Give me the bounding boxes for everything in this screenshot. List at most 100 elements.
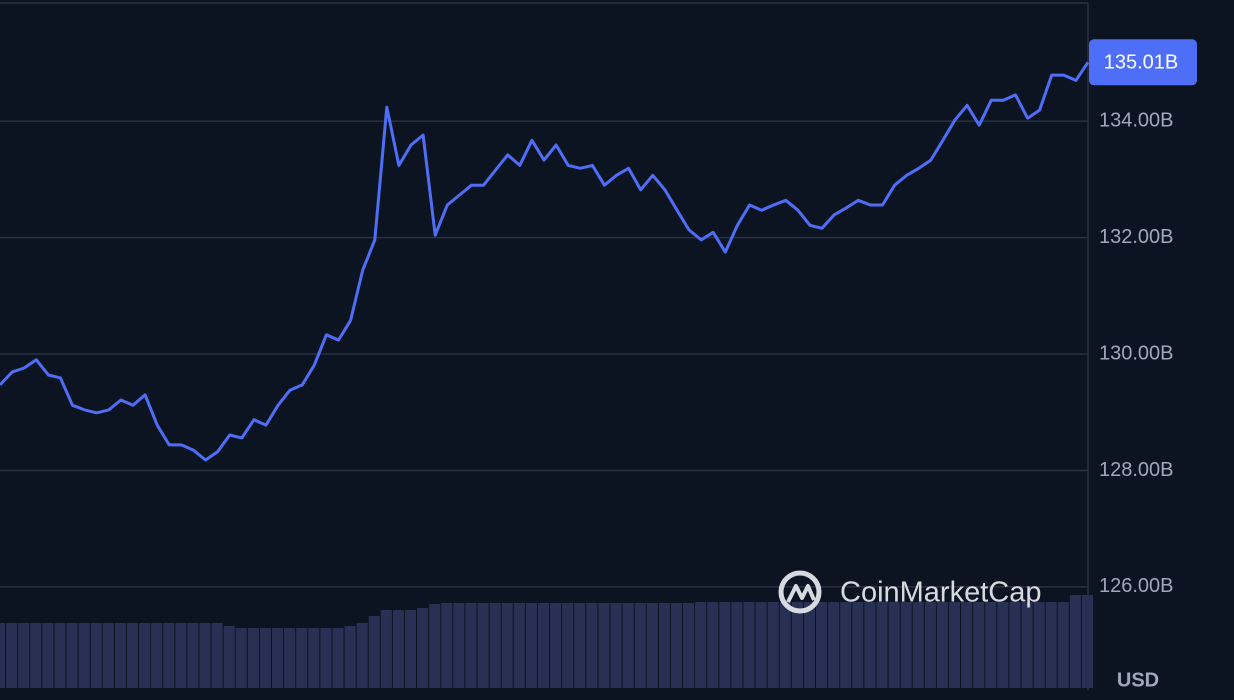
volume-bar (1009, 602, 1021, 688)
volume-bar (550, 603, 562, 688)
volume-bar (199, 623, 211, 688)
volume-bar (344, 626, 356, 688)
y-tick-label: 134.00B (1099, 109, 1174, 131)
volume-bar (1081, 595, 1094, 688)
volume-bar (719, 602, 731, 688)
y-tick-label: 126.00B (1099, 575, 1174, 597)
volume-bar (586, 603, 598, 688)
volume-bar (707, 602, 719, 688)
volume-bar (876, 602, 888, 688)
volume-bar (1069, 595, 1081, 688)
volume-bar (574, 603, 586, 688)
volume-bar (332, 628, 344, 688)
volume-bar (392, 610, 404, 688)
volume-bar (912, 602, 924, 688)
volume-bar (151, 623, 163, 688)
volume-bar (223, 626, 235, 688)
volume-bar (42, 623, 54, 688)
volume-bar (6, 623, 18, 688)
volume-bar (235, 628, 247, 688)
volume-bar (1033, 602, 1045, 688)
volume-bar (259, 628, 271, 688)
volume-bar (78, 623, 90, 688)
current-value-label: 135.01B (1104, 52, 1179, 74)
volume-bar (139, 623, 151, 688)
volume-bar (284, 628, 296, 688)
volume-bar (513, 603, 525, 688)
volume-bar (888, 602, 900, 688)
volume-layer (0, 595, 1094, 688)
volume-bar (368, 616, 380, 688)
volume-bar (0, 623, 6, 688)
volume-bar (767, 602, 779, 688)
volume-bar (936, 602, 948, 688)
volume-bar (646, 603, 658, 688)
volume-bar (175, 623, 187, 688)
volume-bar (852, 602, 864, 688)
volume-bar (985, 602, 997, 688)
volume-bar (18, 623, 30, 688)
volume-bar (163, 623, 175, 688)
volume-bar (695, 602, 707, 688)
volume-bar (683, 603, 695, 688)
volume-bar (126, 623, 139, 688)
volume-bar (525, 603, 537, 688)
watermark-logo (786, 584, 816, 603)
volume-bar (948, 602, 961, 688)
volume-bar (501, 603, 513, 688)
volume-bar (779, 602, 791, 688)
volume-bar (489, 603, 501, 688)
volume-bar (961, 602, 973, 688)
volume-bar (1057, 602, 1069, 688)
volume-bar (380, 610, 392, 688)
volume-bar (670, 603, 683, 688)
y-tick-label: 130.00B (1099, 342, 1174, 364)
y-tick-label: 128.00B (1099, 459, 1174, 481)
volume-bar (54, 623, 66, 688)
volume-bar (634, 603, 646, 688)
volume-bar (66, 623, 78, 688)
volume-bar (537, 603, 550, 688)
volume-bar (816, 602, 828, 688)
y-tick-label: 132.00B (1099, 226, 1174, 248)
volume-bar (803, 602, 815, 688)
volume-bar (187, 623, 199, 688)
volume-bar (320, 628, 332, 688)
volume-bar (429, 604, 441, 688)
volume-bar (404, 610, 417, 688)
volume-bar (247, 628, 259, 688)
volume-bar (211, 623, 223, 688)
grid-layer (0, 120, 1088, 588)
volume-bar (102, 623, 114, 688)
volume-bar (731, 602, 743, 688)
volume-bar (114, 623, 126, 688)
price-line (0, 61, 1090, 462)
volume-bar (828, 602, 840, 688)
watermark-logo (778, 570, 822, 614)
line-layer (0, 61, 1090, 462)
volume-bar (465, 603, 477, 688)
volume-bar (791, 602, 803, 688)
volume-bar (610, 603, 622, 688)
volume-bar (755, 602, 767, 688)
volume-bar (997, 602, 1009, 688)
volume-bar (973, 602, 985, 688)
volume-bar (356, 623, 368, 688)
volume-bar (453, 603, 465, 688)
volume-bar (562, 603, 574, 688)
volume-bar (658, 603, 670, 688)
volume-bar (30, 623, 42, 688)
volume-bar (840, 602, 852, 688)
volume-bar (441, 603, 453, 688)
volume-bar (598, 603, 610, 688)
volume-bar (296, 628, 308, 688)
volume-bar (1045, 602, 1057, 688)
volume-bar (900, 602, 912, 688)
volume-bar (622, 603, 634, 688)
volume-bar (1021, 602, 1033, 688)
watermark: CoinMarketCap (778, 570, 1041, 614)
volume-bar (417, 608, 429, 688)
volume-bar (90, 623, 102, 688)
